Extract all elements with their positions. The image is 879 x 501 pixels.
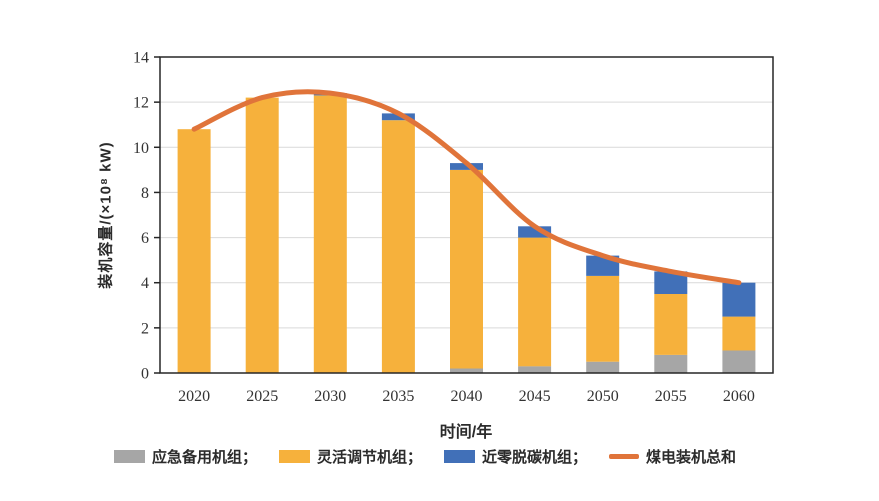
x-tick-label: 2055 [655,388,687,405]
legend-item-3: 煤电装机总和 [609,446,736,467]
bar-segment-2025 [245,97,279,373]
y-axis-title: 装机容量/(×10⁸ kW) [97,141,115,289]
bar-segment-2020 [177,129,211,373]
x-tick-label: 2060 [723,388,755,405]
bar-segment-2060 [722,316,756,351]
legend-swatch-rect-1 [278,450,310,463]
x-tick-label: 2040 [451,388,483,405]
legend-label-0: 应急备用机组； [151,449,257,466]
total-line [191,89,742,286]
bar-segment-2045 [518,237,552,367]
y-tick-label: 0 [141,366,149,383]
bar-segment-2060 [722,350,756,373]
y-tick-label: 2 [141,320,149,337]
y-tick-label: 12 [133,95,149,112]
y-tick-label: 14 [133,50,149,67]
bar-segment-2055 [654,294,688,355]
legend-item-2: 近零脱碳机组； [444,446,587,467]
x-tick-label: 2050 [587,388,619,405]
bar-segment-2045 [518,366,552,373]
legend-swatch-rect-2 [444,450,475,463]
y-tick-label: 4 [141,275,149,292]
legend-label-3: 煤电装机总和 [646,449,737,466]
y-tick-label: 6 [141,230,149,247]
bar-segment-2030 [313,95,347,374]
bar-segment-2045 [518,226,552,238]
legend-item-1: 灵活调节机组； [278,446,422,467]
bar-segment-2035 [381,120,415,373]
bar-segment-2040 [450,163,483,170]
bar-segment-2035 [381,113,415,121]
legend-swatch-rect-0 [113,450,145,463]
bar-segment-2060 [722,282,756,317]
x-tick-label: 2045 [519,388,551,405]
legend: 应急备用机组； 灵活调节机组； 近零脱碳机组； 煤电装机总和 [0,446,850,467]
bar-segment-2055 [654,271,688,294]
bar-segment-2055 [654,354,688,373]
x-tick-label: 2035 [382,388,414,405]
bar-segment-2050 [586,361,620,373]
bar-segment-2040 [450,368,483,373]
bar-segment-2050 [586,275,620,362]
y-tick-label: 8 [141,185,149,202]
x-axis-title: 时间/年 [439,424,493,441]
x-tick-label: 2025 [246,388,278,405]
legend-label-2: 近零脱碳机组； [482,449,588,466]
legend-swatch-line-3 [609,454,640,459]
x-tick-label: 2020 [178,388,210,405]
y-tick-label: 10 [133,140,149,157]
plot-border [159,56,774,374]
legend-label-1: 灵活调节机组； [316,449,422,466]
x-tick-label: 2030 [314,388,346,405]
bar-segment-2040 [450,169,483,369]
legend-item-0: 应急备用机组； [113,446,257,467]
